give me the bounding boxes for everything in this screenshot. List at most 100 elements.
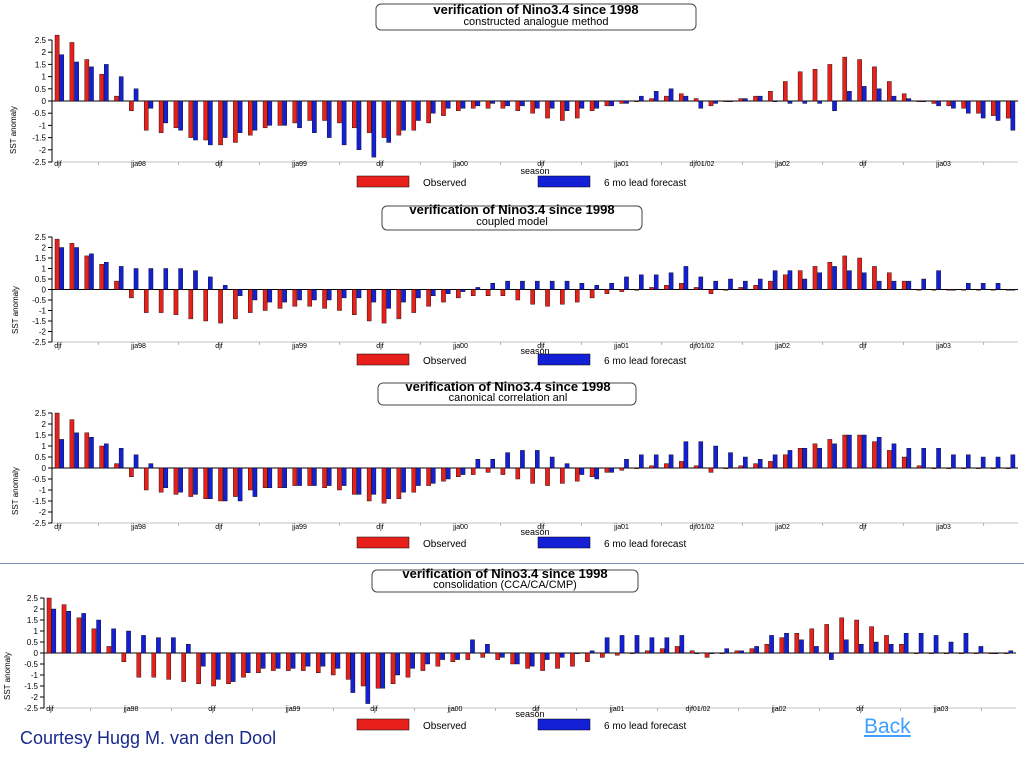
observed-bar (345, 652, 351, 680)
observed-bar (181, 652, 186, 682)
observed-bar (869, 626, 874, 654)
forecast-bar (111, 628, 116, 654)
x-tick-label: djf (215, 524, 222, 531)
observed-bar (54, 238, 60, 290)
observed-bar (753, 95, 758, 102)
forecast-bar (193, 100, 198, 141)
observed-bar (976, 467, 981, 470)
forecast-bar (320, 652, 326, 667)
forecast-bar (951, 454, 956, 469)
forecast-bar (297, 289, 302, 301)
observed-bar (634, 467, 639, 470)
forecast-bar (416, 467, 421, 486)
forecast-bar (978, 646, 984, 654)
back-link[interactable]: Back (864, 715, 911, 738)
forecast-bar (267, 467, 273, 488)
forecast-bar (963, 632, 969, 654)
observed-bar (465, 652, 471, 660)
x-tick-label: djf (215, 343, 222, 350)
forecast-bar (624, 276, 629, 290)
y-tick-label: 1 (42, 442, 47, 451)
forecast-bar (460, 467, 466, 475)
x-axis-label: season (520, 527, 549, 537)
forecast-bar (995, 282, 1001, 290)
forecast-bar (163, 100, 169, 124)
y-tick-label: -0.5 (32, 296, 46, 305)
observed-bar (884, 635, 889, 654)
observed-bar (738, 287, 743, 290)
y-tick-label: 0.5 (35, 85, 47, 94)
observed-bar (525, 652, 530, 669)
forecast-bar (728, 100, 733, 103)
observed-bar (158, 289, 164, 313)
observed-bar (247, 100, 253, 136)
x-tick-label: djf01/02 (686, 706, 711, 713)
observed-bar (510, 652, 515, 665)
observed-bar (106, 646, 112, 654)
observed-bar (218, 100, 223, 146)
forecast-bar (401, 467, 406, 493)
observed-bar (824, 624, 829, 654)
y-tick-label: 0.5 (35, 275, 47, 284)
observed-bar (634, 289, 639, 291)
x-tick-label: jja00 (452, 161, 468, 168)
observed-bar (360, 652, 366, 687)
forecast-bar (252, 100, 258, 131)
x-tick-label: djf (856, 706, 863, 713)
observed-bar (857, 257, 862, 290)
forecast-bar (326, 100, 332, 138)
y-tick-label: 2.5 (35, 36, 47, 45)
observed-bar (693, 98, 699, 102)
observed-bar (708, 100, 714, 107)
observed-bar (441, 467, 446, 482)
forecast-bar (222, 100, 228, 138)
observed-bar (99, 73, 104, 102)
x-tick-label: jja99 (291, 524, 307, 531)
observed-bar (1003, 652, 1009, 655)
observed-bar (574, 100, 580, 119)
observed-bar (143, 467, 149, 491)
observed-bar (946, 100, 952, 107)
observed-bar (872, 66, 877, 102)
forecast-bar (401, 100, 406, 131)
observed-bar (678, 93, 684, 102)
forecast-bar (515, 652, 520, 665)
observed-bar (931, 467, 937, 470)
observed-bar (753, 285, 758, 290)
observed-bar (753, 463, 758, 469)
observed-bar (931, 100, 937, 104)
legend-label-forecast: 6 mo lead forecast (604, 178, 686, 189)
observed-bar (827, 439, 833, 469)
forecast-bar (664, 637, 670, 654)
observed-bar (738, 98, 743, 102)
y-tick-label: -2.5 (32, 158, 46, 167)
forecast-bar (163, 467, 169, 488)
observed-bar (322, 100, 327, 121)
x-tick-label: djf (54, 161, 61, 168)
observed-bar (854, 619, 859, 654)
forecast-bar (921, 278, 926, 290)
forecast-bar (430, 467, 436, 484)
forecast-bar (1010, 100, 1016, 131)
x-tick-label: djf (215, 161, 222, 168)
forecast-bar (861, 434, 867, 469)
observed-bar (405, 652, 411, 678)
y-tick-label: 2 (42, 244, 47, 253)
forecast-bar (564, 280, 570, 290)
x-tick-label: djf01/02 (690, 524, 715, 531)
forecast-bar (679, 635, 685, 654)
forecast-bar (713, 280, 718, 290)
observed-bar (708, 467, 714, 473)
forecast-bar (814, 646, 819, 654)
forecast-bar (847, 434, 852, 469)
observed-bar (560, 467, 565, 484)
forecast-bar (594, 467, 600, 480)
y-tick-label: -1.5 (24, 682, 38, 691)
x-axis-label: season (520, 166, 549, 176)
y-tick-label: 2 (42, 48, 47, 57)
forecast-bar (787, 270, 793, 290)
observed-bar (390, 652, 396, 684)
legend-swatch-observed (356, 353, 410, 366)
observed-bar (604, 289, 610, 294)
forecast-bar (948, 641, 954, 654)
